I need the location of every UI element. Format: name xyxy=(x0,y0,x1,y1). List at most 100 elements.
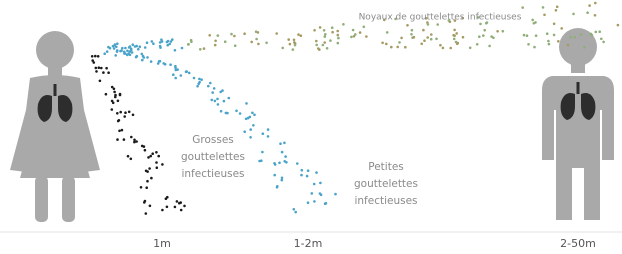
droplet xyxy=(239,112,242,115)
droplet xyxy=(583,46,586,49)
droplet xyxy=(150,177,153,180)
droplet xyxy=(135,56,138,59)
droplet xyxy=(572,13,575,16)
droplet xyxy=(482,34,485,37)
droplet xyxy=(260,159,263,162)
droplet xyxy=(146,180,149,183)
droplet xyxy=(109,47,112,50)
droplet xyxy=(249,128,252,131)
droplet xyxy=(555,9,558,12)
droplet xyxy=(130,158,133,161)
droplet xyxy=(107,71,110,74)
droplet xyxy=(224,40,227,43)
droplet xyxy=(365,35,368,38)
droplet xyxy=(159,45,162,48)
droplet xyxy=(479,23,482,26)
droplet xyxy=(502,30,505,33)
droplet xyxy=(146,170,149,173)
droplet xyxy=(197,82,200,85)
droplet xyxy=(174,65,177,68)
droplet xyxy=(307,201,310,204)
droplet xyxy=(262,132,265,135)
droplet xyxy=(342,23,345,26)
droplet xyxy=(147,156,150,159)
droplet xyxy=(135,140,138,143)
droplet xyxy=(116,138,119,141)
droplet xyxy=(188,72,191,75)
droplet xyxy=(398,41,401,44)
droplet xyxy=(435,38,438,41)
droplet xyxy=(123,138,126,141)
droplet xyxy=(128,111,131,114)
droplet xyxy=(315,44,318,47)
droplet xyxy=(442,47,445,50)
droplet xyxy=(166,44,169,47)
droplet xyxy=(134,45,137,48)
droplet xyxy=(453,29,456,32)
droplet xyxy=(523,34,526,37)
droplet xyxy=(300,34,303,37)
droplet xyxy=(126,50,129,53)
droplet xyxy=(427,23,430,26)
droplet xyxy=(113,88,116,91)
droplet xyxy=(117,120,120,123)
droplet xyxy=(165,197,168,200)
droplet xyxy=(105,93,108,96)
droplet xyxy=(155,161,158,164)
droplet xyxy=(217,34,220,37)
droplet xyxy=(106,50,109,53)
droplet xyxy=(496,30,499,33)
droplet xyxy=(261,151,264,154)
droplet xyxy=(547,40,550,43)
droplet xyxy=(196,85,199,88)
droplet xyxy=(306,175,309,178)
droplet xyxy=(492,37,495,40)
droplet xyxy=(420,43,423,46)
droplet xyxy=(337,34,340,37)
droplet xyxy=(149,155,152,158)
droplet xyxy=(203,47,206,50)
droplet xyxy=(251,112,254,115)
droplet xyxy=(553,23,556,26)
droplet xyxy=(317,47,320,50)
droplet xyxy=(453,38,456,41)
droplet xyxy=(594,2,597,5)
droplet xyxy=(275,32,278,35)
droplet xyxy=(313,200,316,203)
droplet xyxy=(527,43,530,46)
droplet xyxy=(430,38,433,41)
droplet xyxy=(350,36,353,39)
droplet xyxy=(281,47,284,50)
droplet xyxy=(455,41,458,44)
droplet xyxy=(334,193,337,196)
droplet xyxy=(404,46,407,49)
page: Noyaux de gouttelettes infectieuses Gros… xyxy=(0,0,622,254)
droplet xyxy=(311,192,314,195)
droplet xyxy=(159,60,162,63)
droplet xyxy=(95,67,98,70)
droplet xyxy=(172,73,175,76)
droplet xyxy=(97,55,100,58)
droplet xyxy=(315,40,318,43)
droplet xyxy=(243,32,246,35)
droplet xyxy=(234,44,237,47)
droplet xyxy=(121,129,124,132)
droplet xyxy=(116,112,119,115)
droplet xyxy=(216,98,219,101)
droplet xyxy=(352,29,355,32)
droplet xyxy=(148,167,151,170)
droplet xyxy=(331,31,334,34)
distance-label: 1-2m xyxy=(294,237,323,250)
droplet xyxy=(137,48,140,51)
droplet xyxy=(396,46,399,49)
droplet xyxy=(423,39,426,42)
droplet xyxy=(181,47,184,50)
droplet xyxy=(149,205,152,208)
droplet xyxy=(363,26,366,29)
droplet xyxy=(249,136,252,139)
droplet xyxy=(140,186,143,189)
droplet xyxy=(602,41,605,44)
droplet xyxy=(226,112,229,115)
droplet xyxy=(573,36,576,39)
droplet xyxy=(588,4,591,7)
